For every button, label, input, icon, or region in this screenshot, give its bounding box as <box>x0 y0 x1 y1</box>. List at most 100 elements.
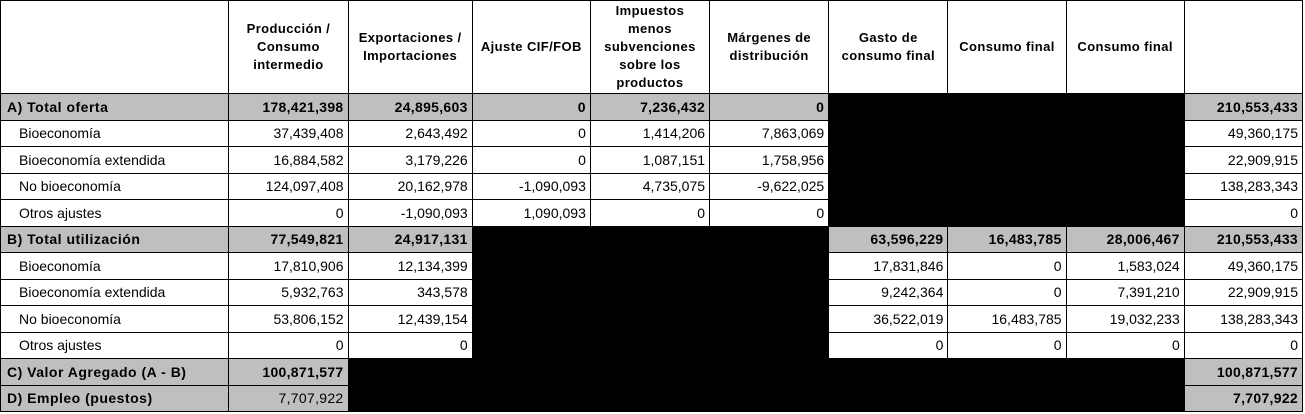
table-row: Otros ajustes 0 0 0 0 0 0 <box>0 331 1304 359</box>
row-label: Bioeconomía <box>0 252 230 280</box>
blank-cell <box>1065 93 1185 121</box>
header-cell-impuestos: Impuestos menos subvenciones sobre los p… <box>589 0 711 94</box>
value-cell: -1,090,093 <box>471 172 591 200</box>
value-cell: 0 <box>1065 331 1185 359</box>
value-cell: 138,283,343 <box>1183 172 1304 200</box>
blank-cell <box>1065 199 1185 227</box>
blank-cell <box>471 278 591 306</box>
value-cell: 53,806,152 <box>228 305 349 333</box>
value-cell: 7,863,069 <box>709 119 830 147</box>
total-row: A) Total oferta 178,421,398 24,895,603 0 7,2… <box>0 93 1304 121</box>
header-cell-total <box>1183 0 1304 94</box>
value-cell: 37,439,408 <box>228 119 349 147</box>
value-cell: 16,483,785 <box>947 305 1067 333</box>
value-cell: 100,871,577 <box>1183 358 1304 386</box>
blank-cell <box>828 146 949 174</box>
value-cell: 3,179,226 <box>347 146 473 174</box>
blank-cell <box>947 199 1067 227</box>
row-label: A) Total oferta <box>0 93 230 121</box>
blank-cell <box>589 252 711 280</box>
blank-cell <box>947 358 1067 386</box>
value-cell: 1,087,151 <box>589 146 711 174</box>
row-label: Bioeconomía extendida <box>0 146 230 174</box>
row-label: Otros ajustes <box>0 199 230 227</box>
value-cell: 7,707,922 <box>1183 384 1304 412</box>
table-row: Bioeconomía 17,810,906 12,134,399 17,831,84… <box>0 252 1304 280</box>
value-cell: 28,006,467 <box>1065 225 1185 253</box>
value-cell: 77,549,821 <box>228 225 349 253</box>
value-cell: 0 <box>589 199 711 227</box>
blank-cell <box>589 225 711 253</box>
table-row: Bioeconomía extendida 5,932,763 343,578 9,2… <box>0 278 1304 306</box>
value-cell: 1,583,024 <box>1065 252 1185 280</box>
blank-cell <box>709 305 830 333</box>
row-label: Bioeconomía <box>0 119 230 147</box>
blank-cell <box>947 119 1067 147</box>
blank-cell <box>828 93 949 121</box>
row-label: No bioeconomía <box>0 305 230 333</box>
value-cell: 124,097,408 <box>228 172 349 200</box>
value-cell: 16,884,582 <box>228 146 349 174</box>
blank-cell <box>947 93 1067 121</box>
table-row: Otros ajustes 0 -1,090,093 1,090,093 0 0 0 <box>0 199 1304 227</box>
blank-cell <box>947 146 1067 174</box>
value-cell: 1,090,093 <box>471 199 591 227</box>
value-cell: 4,735,075 <box>589 172 711 200</box>
blank-cell <box>589 331 711 359</box>
blank-cell <box>709 331 830 359</box>
blank-cell <box>471 331 591 359</box>
value-cell: 0 <box>228 199 349 227</box>
blank-cell <box>828 172 949 200</box>
blank-cell <box>828 199 949 227</box>
blank-cell <box>947 384 1067 412</box>
blank-cell <box>589 305 711 333</box>
blank-cell <box>709 225 830 253</box>
header-cell-consumo-final-2: Consumo final <box>1065 0 1185 94</box>
value-cell: 0 <box>947 252 1067 280</box>
value-cell: 19,032,233 <box>1065 305 1185 333</box>
value-cell: 2,643,492 <box>347 119 473 147</box>
total-row: B) Total utilización 77,549,821 24,917,131… <box>0 225 1304 253</box>
blank-cell <box>828 358 949 386</box>
value-cell: 12,439,154 <box>347 305 473 333</box>
header-cell-corner <box>0 0 230 94</box>
value-cell: 0 <box>228 331 349 359</box>
blank-cell <box>1065 172 1185 200</box>
row-label: No bioeconomía <box>0 172 230 200</box>
header-cell-ajuste: Ajuste CIF/FOB <box>471 0 591 94</box>
blank-cell <box>1065 384 1185 412</box>
blank-cell <box>828 119 949 147</box>
value-cell: 17,831,846 <box>828 252 949 280</box>
blank-cell <box>1065 146 1185 174</box>
value-cell: 178,421,398 <box>228 93 349 121</box>
blank-cell <box>589 278 711 306</box>
blank-cell <box>828 384 949 412</box>
blank-cell <box>347 358 473 386</box>
blank-cell <box>471 305 591 333</box>
value-cell: 7,707,922 <box>228 384 349 412</box>
table-row: Bioeconomía 37,439,408 2,643,492 0 1,414,206… <box>0 119 1304 147</box>
row-label: B) Total utilización <box>0 225 230 253</box>
value-cell: 0 <box>347 331 473 359</box>
value-cell: 0 <box>1183 199 1304 227</box>
value-cell: 17,810,906 <box>228 252 349 280</box>
header-cell-gasto: Gasto de consumo final <box>828 0 949 94</box>
row-label: D) Empleo (puestos) <box>0 384 230 412</box>
blank-cell <box>347 384 473 412</box>
value-cell: 7,391,210 <box>1065 278 1185 306</box>
row-label: Otros ajustes <box>0 331 230 359</box>
row-label: C) Valor Agregado (A - B) <box>0 358 230 386</box>
blank-cell <box>947 172 1067 200</box>
value-cell: 63,596,229 <box>828 225 949 253</box>
header-cell-consumo-final-1: Consumo final <box>947 0 1067 94</box>
value-cell: 0 <box>471 146 591 174</box>
value-cell: -1,090,093 <box>347 199 473 227</box>
value-cell: 210,553,433 <box>1183 93 1304 121</box>
value-cell: -9,622,025 <box>709 172 830 200</box>
value-cell: 343,578 <box>347 278 473 306</box>
value-cell: 100,871,577 <box>228 358 349 386</box>
header-row: Producción / Consumo intermedio Exportac… <box>0 0 1304 94</box>
value-cell: 7,236,432 <box>589 93 711 121</box>
value-cell: 22,909,915 <box>1183 146 1304 174</box>
